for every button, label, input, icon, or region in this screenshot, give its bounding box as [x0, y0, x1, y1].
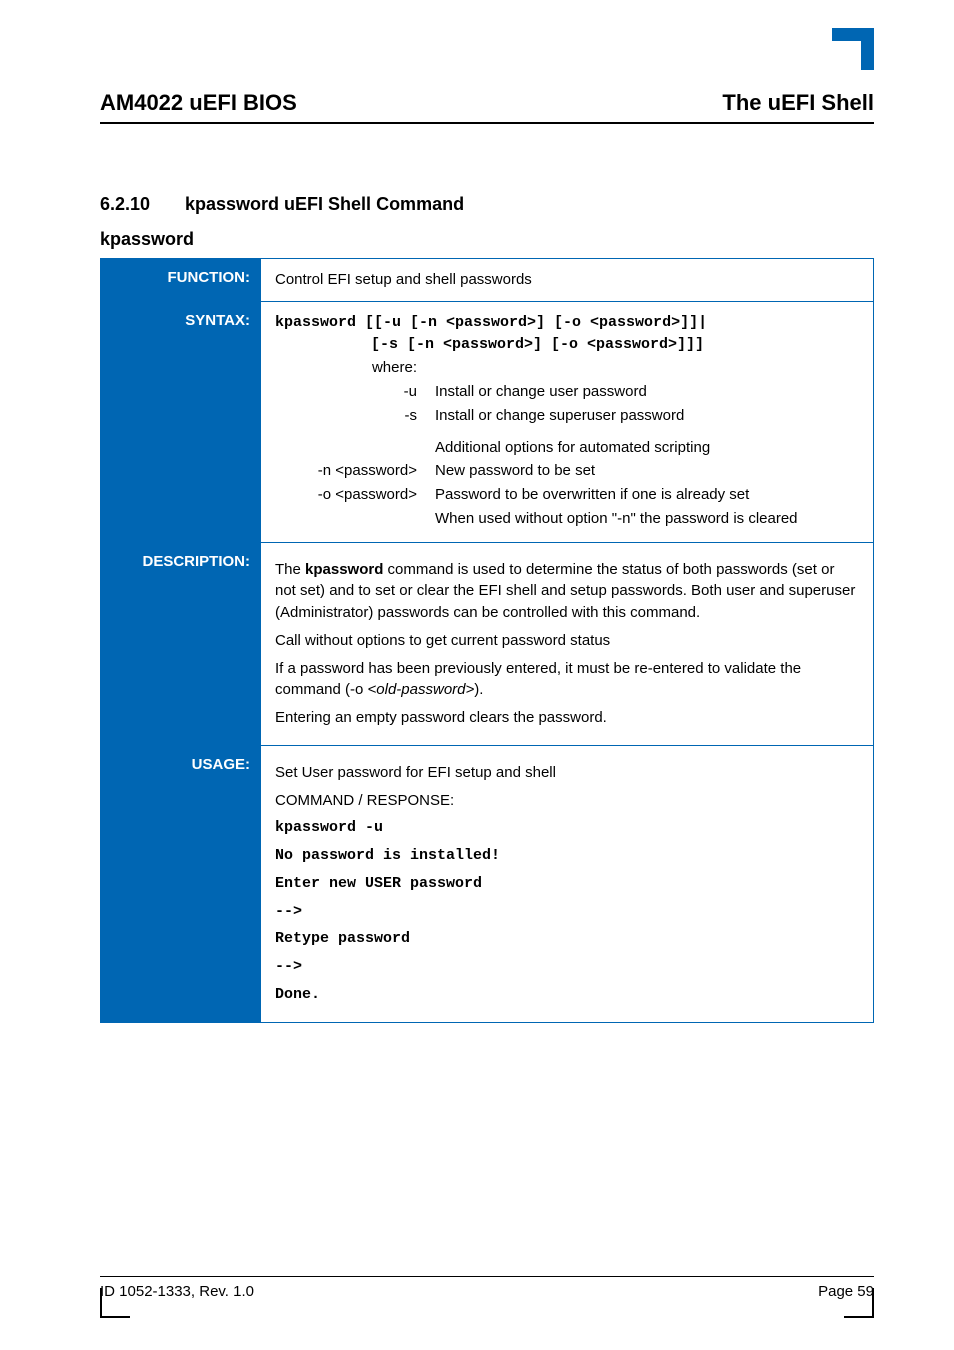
arg-row: -n <password>New password to be set [275, 460, 859, 482]
desc-p3c: ). [474, 681, 483, 698]
table-row: DESCRIPTION: The kpassword command is us… [101, 542, 874, 745]
desc-p1b: kpassword [305, 561, 383, 578]
extra-heading: Additional options for automated scripti… [435, 437, 859, 459]
section-subtitle: kpassword [100, 229, 874, 250]
corner-mark-icon [832, 28, 874, 70]
arg-val: Install or change superuser password [435, 405, 859, 427]
arg-key: -s [275, 405, 435, 427]
header: AM4022 uEFI BIOS The uEFI Shell [100, 90, 874, 124]
table-row: SYNTAX: kpassword [[-u [-n <password>] [… [101, 301, 874, 542]
table-row: USAGE: Set User password for EFI setup a… [101, 745, 874, 1022]
function-label: FUNCTION: [101, 259, 261, 302]
table-row: FUNCTION: Control EFI setup and shell pa… [101, 259, 874, 302]
usage-line: No password is installed! [275, 845, 859, 867]
function-body: Control EFI setup and shell passwords [261, 259, 874, 302]
arg-row: -uInstall or change user password [275, 381, 859, 403]
usage-line: Retype password [275, 928, 859, 950]
usage-label: USAGE: [101, 745, 261, 1022]
syntax-label: SYNTAX: [101, 301, 261, 542]
section-number: 6.2.10 [100, 194, 180, 215]
usage-line: kpassword -u [275, 817, 859, 839]
arg-key: -u [275, 381, 435, 403]
arg-row: Additional options for automated scripti… [275, 437, 859, 459]
syntax-body: kpassword [[-u [-n <password>] [-o <pass… [261, 301, 874, 542]
desc-p2: Call without options to get current pass… [275, 630, 859, 652]
usage-p2: COMMAND / RESPONSE: [275, 790, 859, 812]
corner-bl-icon [100, 1288, 130, 1318]
syntax-cmd2: [-s [-n <password>] [-o <password>]]] [275, 334, 859, 356]
header-right: The uEFI Shell [722, 90, 874, 116]
desc-p1a: The [275, 561, 305, 578]
command-table: FUNCTION: Control EFI setup and shell pa… [100, 258, 874, 1023]
usage-line: Enter new USER password [275, 873, 859, 895]
section-title: kpassword uEFI Shell Command [185, 194, 464, 214]
section-heading: 6.2.10 kpassword uEFI Shell Command [100, 194, 874, 215]
corner-br-icon [844, 1288, 874, 1318]
arg-val: Install or change user password [435, 381, 859, 403]
description-body: The kpassword command is used to determi… [261, 542, 874, 745]
usage-line: --> [275, 901, 859, 923]
desc-p3b: <old-password> [368, 681, 475, 698]
where-label: where: [275, 357, 435, 379]
desc-p3a: If a password has been previously entere… [275, 660, 801, 699]
arg-key: -n <password> [275, 460, 435, 482]
footer: ID 1052-1333, Rev. 1.0 Page 59 [100, 1276, 874, 1300]
usage-line: Done. [275, 984, 859, 1006]
desc-p4: Entering an empty password clears the pa… [275, 707, 859, 729]
usage-line: --> [275, 956, 859, 978]
usage-body: Set User password for EFI setup and shel… [261, 745, 874, 1022]
syntax-cmd1: kpassword [[-u [-n <password>] [-o <pass… [275, 312, 859, 334]
arg-row: -o <password>Password to be overwritten … [275, 484, 859, 506]
page: AM4022 uEFI BIOS The uEFI Shell 6.2.10 k… [0, 0, 954, 1350]
usage-p1: Set User password for EFI setup and shel… [275, 762, 859, 784]
arg-key: -o <password> [275, 484, 435, 506]
arg-row: When used without option "-n" the passwo… [275, 508, 859, 530]
header-left: AM4022 uEFI BIOS [100, 90, 297, 116]
arg-val: Password to be overwritten if one is alr… [435, 484, 859, 506]
description-label: DESCRIPTION: [101, 542, 261, 745]
arg-val: New password to be set [435, 460, 859, 482]
arg-cont: When used without option "-n" the passwo… [435, 508, 859, 530]
arg-row: -sInstall or change superuser password [275, 405, 859, 427]
